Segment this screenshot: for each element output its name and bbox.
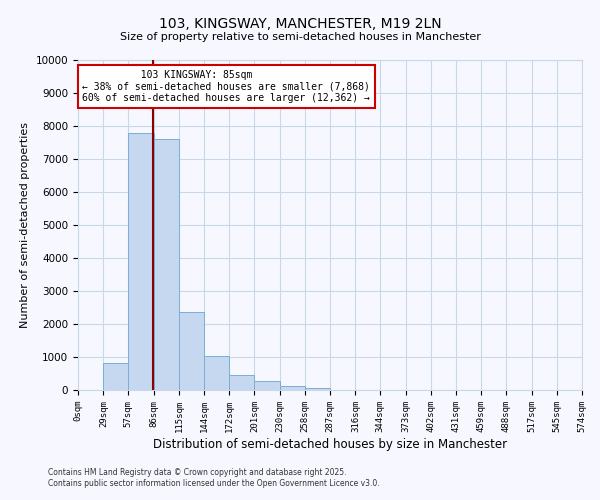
Bar xyxy=(280,386,305,390)
Text: Size of property relative to semi-detached houses in Manchester: Size of property relative to semi-detach… xyxy=(119,32,481,42)
Bar xyxy=(229,375,254,390)
Bar xyxy=(179,312,205,390)
Y-axis label: Number of semi-detached properties: Number of semi-detached properties xyxy=(20,122,30,328)
Text: 103 KINGSWAY: 85sqm
← 38% of semi-detached houses are smaller (7,868)
60% of sem: 103 KINGSWAY: 85sqm ← 38% of semi-detach… xyxy=(82,70,370,103)
Text: Contains HM Land Registry data © Crown copyright and database right 2025.
Contai: Contains HM Land Registry data © Crown c… xyxy=(48,468,380,487)
Bar xyxy=(305,388,330,390)
Text: 103, KINGSWAY, MANCHESTER, M19 2LN: 103, KINGSWAY, MANCHESTER, M19 2LN xyxy=(158,18,442,32)
Bar xyxy=(154,139,179,390)
X-axis label: Distribution of semi-detached houses by size in Manchester: Distribution of semi-detached houses by … xyxy=(153,438,507,450)
Bar xyxy=(205,356,229,390)
Bar xyxy=(128,132,154,390)
Bar xyxy=(103,363,128,390)
Bar xyxy=(254,381,280,390)
